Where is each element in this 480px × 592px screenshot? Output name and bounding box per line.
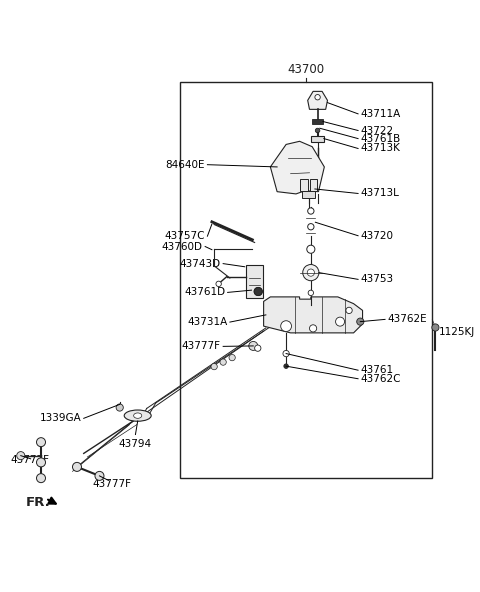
Text: 43757C: 43757C [165, 231, 205, 241]
Circle shape [283, 350, 289, 357]
Circle shape [308, 290, 313, 295]
Circle shape [220, 359, 226, 365]
Text: 43794: 43794 [119, 439, 152, 449]
Circle shape [36, 458, 46, 467]
Text: 43711A: 43711A [360, 109, 401, 119]
Circle shape [357, 318, 364, 325]
Text: 43753: 43753 [360, 274, 394, 284]
Circle shape [336, 317, 345, 326]
Text: 43722: 43722 [360, 126, 394, 136]
Bar [302, 191, 315, 198]
PathPatch shape [308, 91, 327, 110]
Circle shape [307, 269, 314, 276]
Circle shape [307, 245, 315, 253]
Circle shape [315, 95, 320, 100]
Circle shape [211, 363, 217, 370]
Circle shape [308, 208, 314, 214]
Text: 43777F: 43777F [181, 342, 220, 352]
Text: 43700: 43700 [288, 63, 325, 76]
Circle shape [310, 325, 317, 332]
Text: 43760D: 43760D [162, 242, 203, 252]
Text: FR.: FR. [25, 496, 50, 509]
Bar [310, 179, 317, 191]
Circle shape [346, 307, 352, 314]
Circle shape [95, 471, 104, 480]
Text: 43743D: 43743D [180, 259, 221, 269]
Circle shape [249, 342, 258, 350]
Circle shape [36, 474, 46, 482]
Text: 1125KJ: 1125KJ [439, 327, 475, 337]
Circle shape [17, 452, 25, 460]
Circle shape [432, 324, 439, 331]
Bar [246, 265, 263, 298]
Text: 43713K: 43713K [360, 143, 400, 153]
Bar [180, 82, 432, 478]
Circle shape [284, 364, 288, 368]
Bar [312, 119, 323, 124]
Text: 43761: 43761 [360, 365, 394, 375]
Text: 43777F: 43777F [11, 455, 50, 465]
Circle shape [36, 437, 46, 446]
Text: 43713L: 43713L [360, 188, 399, 198]
Circle shape [254, 345, 261, 351]
Text: 43731A: 43731A [187, 317, 228, 327]
Circle shape [254, 288, 262, 295]
Ellipse shape [133, 413, 142, 419]
Text: 43762C: 43762C [360, 374, 401, 384]
Text: 43762E: 43762E [388, 314, 427, 324]
Circle shape [281, 321, 291, 332]
Circle shape [216, 281, 221, 287]
Text: 43761B: 43761B [360, 134, 401, 144]
Polygon shape [264, 297, 362, 333]
Text: 1339GA: 1339GA [40, 413, 82, 423]
Text: 84640E: 84640E [166, 160, 205, 170]
Circle shape [303, 265, 319, 281]
Polygon shape [270, 141, 324, 194]
Text: 43761D: 43761D [184, 287, 226, 297]
Circle shape [308, 224, 314, 230]
Text: 43720: 43720 [360, 231, 393, 241]
Bar [312, 136, 324, 142]
Circle shape [72, 462, 82, 471]
Text: 43777F: 43777F [93, 478, 132, 488]
Circle shape [116, 404, 123, 411]
Circle shape [315, 128, 320, 133]
Bar [300, 179, 308, 191]
Circle shape [229, 355, 235, 361]
Ellipse shape [124, 410, 151, 422]
Circle shape [254, 288, 262, 295]
